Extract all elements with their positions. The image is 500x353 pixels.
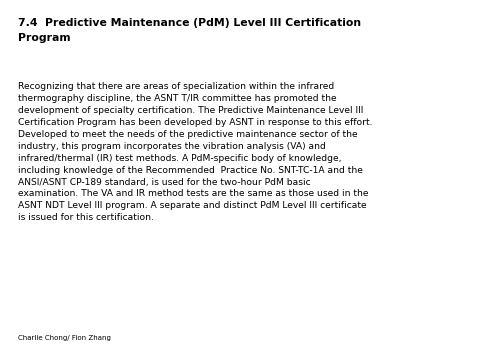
Text: Charlie Chong/ Fion Zhang: Charlie Chong/ Fion Zhang xyxy=(18,335,111,341)
Text: 7.4  Predictive Maintenance (PdM) Level III Certification: 7.4 Predictive Maintenance (PdM) Level I… xyxy=(18,18,361,28)
Text: Program: Program xyxy=(18,32,70,43)
Text: Recognizing that there are areas of specialization within the infrared
thermogra: Recognizing that there are areas of spec… xyxy=(18,82,372,222)
